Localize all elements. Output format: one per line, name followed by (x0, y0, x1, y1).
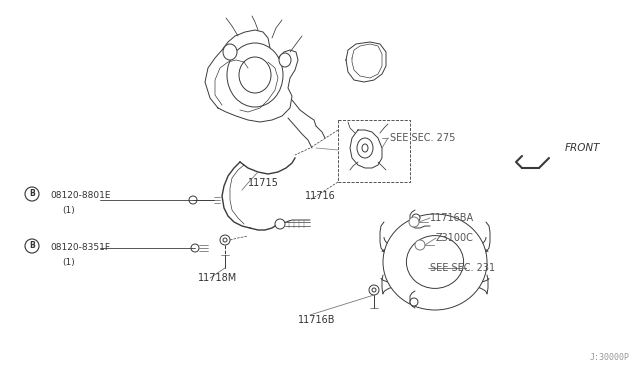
Ellipse shape (415, 240, 425, 250)
Text: (1): (1) (62, 205, 75, 215)
Text: 08120-8801E: 08120-8801E (50, 192, 111, 201)
Ellipse shape (223, 44, 237, 60)
Ellipse shape (239, 57, 271, 93)
Ellipse shape (189, 196, 197, 204)
Ellipse shape (362, 144, 368, 152)
Ellipse shape (220, 235, 230, 245)
Text: 11716B: 11716B (298, 315, 335, 325)
Ellipse shape (227, 43, 283, 107)
Ellipse shape (191, 244, 199, 252)
Ellipse shape (410, 298, 418, 306)
Text: 11716BA: 11716BA (430, 213, 474, 223)
Ellipse shape (409, 217, 419, 227)
Text: B: B (29, 241, 35, 250)
Text: FRONT: FRONT (565, 143, 600, 153)
Ellipse shape (412, 214, 420, 222)
Ellipse shape (279, 53, 291, 67)
Text: (1): (1) (62, 257, 75, 266)
Text: B: B (29, 189, 35, 199)
Ellipse shape (275, 219, 285, 229)
Ellipse shape (406, 235, 463, 288)
Ellipse shape (372, 288, 376, 292)
Text: 11715: 11715 (248, 178, 279, 188)
Ellipse shape (357, 138, 373, 158)
Ellipse shape (223, 238, 227, 242)
Text: 08120-8351F: 08120-8351F (50, 244, 110, 253)
Text: J:30000P: J:30000P (590, 353, 630, 362)
Text: 11718M: 11718M (198, 273, 237, 283)
Ellipse shape (369, 285, 379, 295)
Text: Z3100C: Z3100C (436, 233, 474, 243)
Text: 11716: 11716 (305, 191, 336, 201)
Ellipse shape (383, 214, 487, 310)
Text: SEE SEC. 231: SEE SEC. 231 (430, 263, 495, 273)
Text: SEE SEC. 275: SEE SEC. 275 (390, 133, 456, 143)
